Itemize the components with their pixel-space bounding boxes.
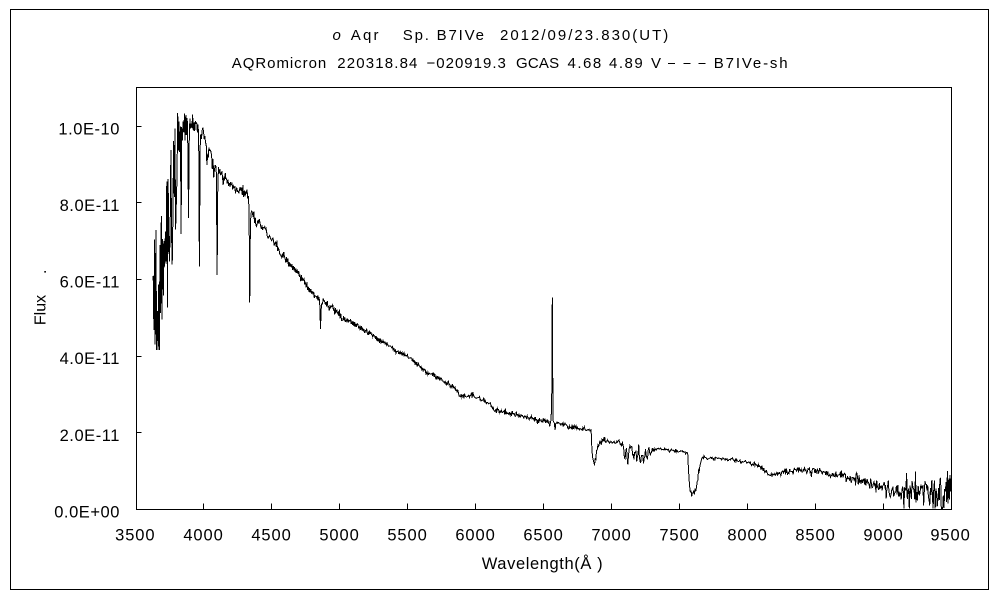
svg-text:4.0E-11: 4.0E-11	[60, 350, 120, 368]
svg-text:4.89: 4.89	[609, 55, 644, 72]
svg-text:B7IVe-sh: B7IVe-sh	[714, 55, 790, 72]
svg-text:AQRomicron: AQRomicron	[232, 55, 327, 72]
svg-text:5500: 5500	[387, 527, 427, 545]
svg-text:220318.84: 220318.84	[337, 55, 418, 72]
svg-text:Flux: Flux	[33, 295, 50, 325]
svg-text:V: V	[651, 55, 661, 72]
svg-text:9500: 9500	[930, 527, 970, 545]
svg-text:8.0E-11: 8.0E-11	[60, 197, 120, 215]
svg-text:4.68: 4.68	[568, 55, 603, 72]
svg-text:6500: 6500	[523, 527, 563, 545]
svg-text:6.0E-11: 6.0E-11	[60, 274, 120, 292]
svg-text:GCAS: GCAS	[516, 55, 559, 72]
svg-text:2012/09/23.830(UT): 2012/09/23.830(UT)	[500, 27, 670, 44]
svg-text:−020919.3: −020919.3	[427, 55, 507, 72]
svg-text:8000: 8000	[727, 527, 767, 545]
svg-text:Aqr: Aqr	[351, 27, 381, 44]
svg-text:1.0E-10: 1.0E-10	[58, 120, 120, 138]
svg-text:4000: 4000	[183, 527, 223, 545]
svg-text:7500: 7500	[659, 527, 699, 545]
svg-text:5000: 5000	[319, 527, 359, 545]
svg-text:9000: 9000	[863, 527, 903, 545]
svg-text:6000: 6000	[455, 527, 495, 545]
svg-text:Sp. B7IVe: Sp. B7IVe	[403, 27, 486, 44]
svg-text:0.0E+00: 0.0E+00	[54, 503, 120, 521]
svg-text:8500: 8500	[795, 527, 835, 545]
svg-text:o: o	[333, 27, 341, 44]
svg-text:Wavelength(Å ): Wavelength(Å )	[482, 554, 604, 573]
svg-text:4500: 4500	[251, 527, 291, 545]
svg-text:3500: 3500	[115, 527, 155, 545]
svg-text:7000: 7000	[591, 527, 631, 545]
svg-text:2.0E-11: 2.0E-11	[60, 427, 120, 445]
